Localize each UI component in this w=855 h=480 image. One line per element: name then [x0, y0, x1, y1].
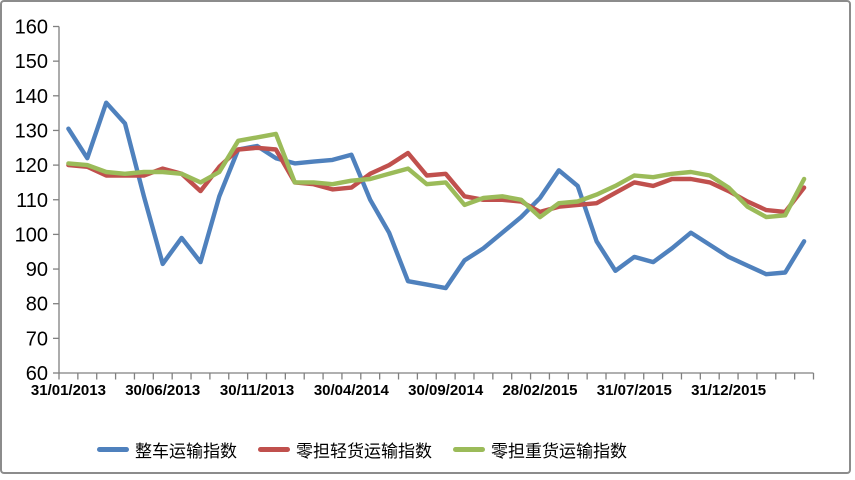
x-axis-tick-label: 30/04/2014 — [314, 382, 390, 399]
y-axis-tick-label: 130 — [15, 120, 48, 142]
legend-series-label: 零担轻货运输指数 — [296, 441, 432, 461]
y-axis-tick-label: 120 — [15, 155, 48, 177]
x-axis-tick-label: 31/12/2015 — [691, 382, 766, 399]
legend-series-label: 零担重货运输指数 — [491, 441, 627, 461]
x-axis-tick-label: 31/01/2013 — [31, 382, 106, 399]
legend-item-0: 整车运输指数 — [97, 437, 237, 462]
y-axis-tick-label: 100 — [15, 224, 48, 246]
y-axis-tick-label: 60 — [26, 363, 48, 385]
legend-swatch — [97, 446, 129, 452]
x-axis-tick-label: 28/02/2015 — [502, 382, 577, 399]
y-axis-tick-label: 70 — [26, 328, 48, 350]
x-axis-tick-label: 31/07/2015 — [597, 382, 672, 399]
legend-swatch — [453, 446, 485, 452]
legend-item-1: 零担轻货运输指数 — [258, 437, 432, 462]
y-axis-tick-label: 110 — [16, 190, 48, 212]
y-axis-tick-label: 90 — [26, 259, 48, 281]
legend-swatch — [258, 446, 290, 452]
x-axis-tick-label: 30/09/2014 — [408, 382, 484, 399]
legend-series-label: 整车运输指数 — [135, 441, 237, 461]
x-axis-tick-label: 30/11/2013 — [220, 382, 294, 399]
y-axis-tick-label: 80 — [26, 294, 48, 316]
series-line-1 — [66, 145, 807, 215]
chart-legend: 整车运输指数 零担轻货运输指数 零担重货运输指数 — [97, 436, 627, 462]
y-axis-tick-label: 160 — [15, 17, 48, 39]
legend-item-2: 零担重货运输指数 — [453, 437, 627, 462]
y-axis-tick-label: 150 — [15, 51, 48, 73]
series-line-0 — [66, 100, 807, 291]
x-axis-tick-label: 30/06/2013 — [125, 382, 200, 399]
y-axis-tick-label: 140 — [15, 86, 48, 108]
series-line-2 — [66, 131, 807, 220]
